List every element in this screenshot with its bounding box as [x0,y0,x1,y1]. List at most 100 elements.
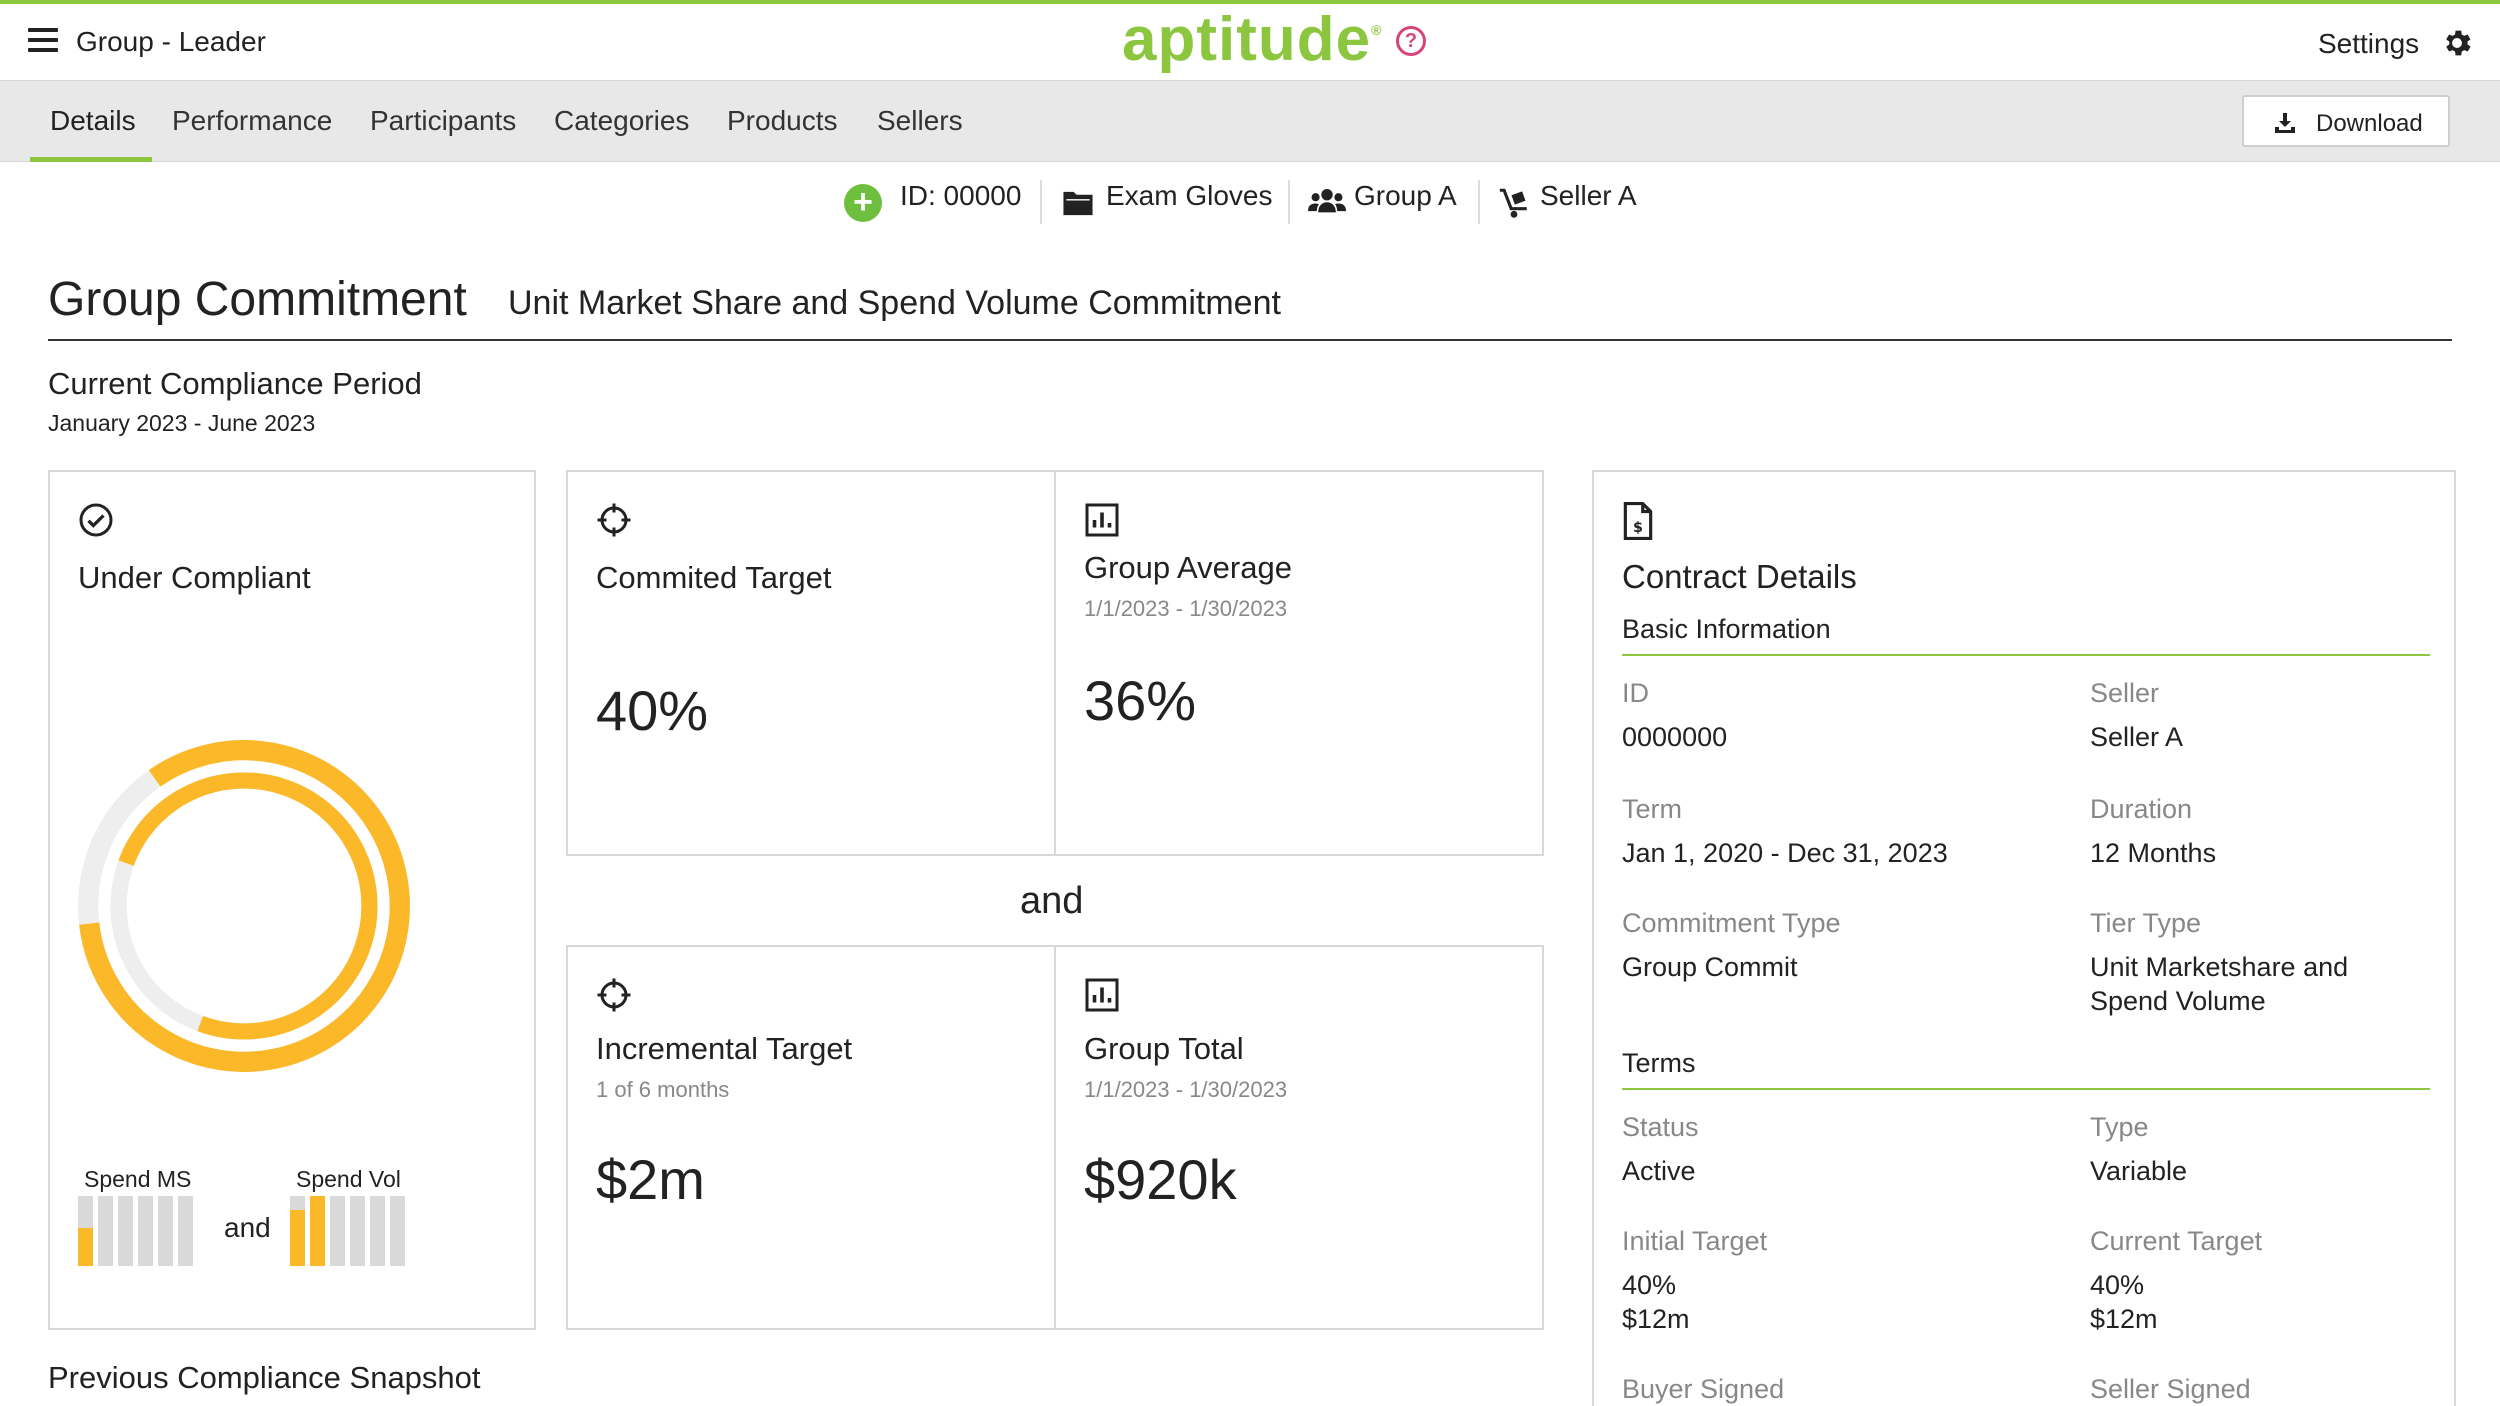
spend-vol-bar-1 [290,1196,305,1266]
status-label: Status [1622,1112,1699,1142]
tab-participants[interactable]: Participants [370,105,517,136]
tab-performance[interactable]: Performance [172,105,333,136]
group-total-card: Group Total 1/1/2023 - 1/30/2023 $920k [1054,945,1544,1330]
contract-details-card: $ Contract Details Basic Information ID … [1592,470,2456,1406]
buyer-signed-label: Buyer Signed [1622,1374,1785,1404]
meta-seller: Seller A [1540,180,1637,211]
top-accent-bar [0,0,2500,4]
meta-divider [1040,180,1042,224]
spend-ms-bar-3 [118,1196,133,1266]
incremental-target-sub: 1 of 6 months [596,1077,730,1102]
spend-ms-bar-2 [98,1196,113,1266]
period-range: January 2023 - June 2023 [48,410,316,436]
tab-categories[interactable]: Categories [554,105,690,136]
help-icon[interactable]: ? [1396,26,1426,56]
spend-vol-bar-2 [310,1196,325,1266]
tab-bar: Details Performance Participants Categor… [0,80,2500,162]
seller-label: Seller [2090,678,2160,708]
brand-logo: aptitude® [1122,5,1383,74]
group-total-value: $920k [1084,1148,1237,1211]
group-average-value: 36% [1084,669,1197,732]
header: Group - Leader aptitude® ? Settings [0,4,2500,80]
group-average-title: Group Average [1084,550,1292,585]
incremental-target-value: $2m [596,1148,705,1211]
type-label: Type [2090,1112,2149,1142]
download-label: Download [2316,110,2423,137]
tier-type-value-line2: Spend Volume [2090,986,2266,1016]
ring-outer-progress [78,740,410,1072]
bar-chart-icon [1085,978,1119,1012]
spend-ms-bar-fill [78,1227,93,1266]
compliance-ring-chart [78,740,410,1072]
previous-snapshot-heading: Previous Compliance Snapshot [48,1360,481,1395]
initial-target-pct: 40% [1622,1270,1677,1300]
id-label: ID [1622,678,1649,708]
committed-target-card: Commited Target 40% [566,470,1056,856]
basic-info-heading: Basic Information [1622,614,1831,644]
meta-divider [1288,180,1290,224]
meta-group: Group A [1354,180,1457,211]
current-target-pct: 40% [2090,1270,2145,1300]
spend-ms-label: Spend MS [84,1166,192,1192]
initial-target-amount: $12m [1622,1304,1690,1334]
spend-vol-label: Spend Vol [296,1166,401,1192]
cards-and-label: and [1020,880,1084,922]
gear-icon[interactable] [2440,26,2474,60]
meta-id: ID: 00000 [900,180,1022,211]
current-target-amount: $12m [2090,1304,2158,1334]
committed-target-value: 40% [596,679,709,742]
tab-details[interactable]: Details [50,105,136,136]
bar-chart-icon [1085,503,1119,537]
folder-icon [1063,191,1093,216]
group-average-date: 1/1/2023 - 1/30/2023 [1084,596,1288,621]
term-label: Term [1622,794,1682,824]
tab-sellers[interactable]: Sellers [877,105,963,136]
compliance-status: Under Compliant [78,560,311,595]
term-value: Jan 1, 2020 - Dec 31, 2023 [1622,838,1948,868]
duration-value: 12 Months [2090,838,2217,868]
spend-vol-bar-5 [370,1196,385,1266]
duration-label: Duration [2090,794,2193,824]
meta-product: Exam Gloves [1106,180,1273,211]
type-value: Variable [2090,1156,2188,1186]
tab-products[interactable]: Products [727,105,838,136]
hamburger-menu-icon[interactable] [28,28,58,54]
download-icon [2275,113,2295,133]
contract-details-title: Contract Details [1622,558,1857,595]
basic-info-divider [1622,654,2430,656]
compliance-card: Under Compliant Spend MS Spend Vol [48,470,536,1330]
crosshair-icon [597,503,631,537]
commitment-type-label: Commitment Type [1622,908,1841,938]
committed-target-title: Commited Target [596,560,832,595]
active-tab-indicator [30,157,152,162]
check-circle-icon [79,503,113,537]
svg-text:$: $ [1633,520,1643,536]
page-title: Group Commitment [48,273,467,326]
meta-divider [1478,180,1480,224]
tier-type-label: Tier Type [2090,908,2202,938]
group-total-title: Group Total [1084,1031,1244,1066]
spend-vol-bar-6 [390,1196,405,1266]
tier-type-value-line1: Unit Marketshare and [2090,952,2349,982]
seller-signed-label: Seller Signed [2090,1374,2251,1404]
spend-ms-bar-5 [158,1196,173,1266]
settings-link[interactable]: Settings [2318,28,2420,59]
incremental-target-title: Incremental Target [596,1031,853,1066]
terms-heading: Terms [1622,1048,1696,1078]
group-total-date: 1/1/2023 - 1/30/2023 [1084,1077,1288,1102]
download-button[interactable]: Download [2242,95,2450,147]
terms-divider [1622,1088,2430,1090]
crosshair-icon [597,978,631,1012]
group-title: Group - Leader [76,26,266,57]
add-circle-icon[interactable]: + [844,184,882,222]
hand-truck-icon [1499,188,1527,218]
spend-ms-bar-1 [78,1196,93,1266]
period-title: Current Compliance Period [48,366,422,401]
title-divider [48,339,2452,341]
seller-value: Seller A [2090,722,2184,752]
commitment-type-value: Group Commit [1622,952,1798,982]
spend-vol-bar-3 [330,1196,345,1266]
current-target-label: Current Target [2090,1226,2263,1256]
spend-ms-bar-6 [178,1196,193,1266]
users-group-icon [1308,188,1346,213]
